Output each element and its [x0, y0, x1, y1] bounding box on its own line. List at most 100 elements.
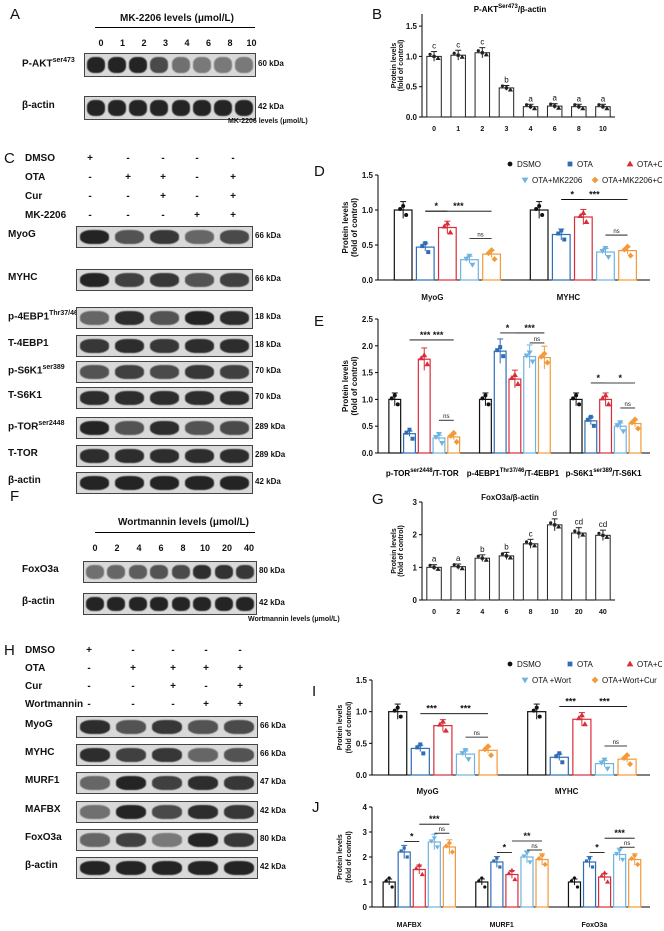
legend-label: DSMO [517, 660, 541, 669]
dose-label: 1 [119, 38, 125, 48]
data-point [480, 51, 484, 55]
data-point [577, 213, 584, 218]
treatment-sign: - [231, 153, 235, 164]
significance-label: ns [613, 740, 619, 746]
treatment-label: Wortmannin [25, 699, 84, 710]
significance-label: ns [613, 229, 619, 235]
data-point [509, 867, 515, 873]
bar [393, 209, 413, 281]
data-point [423, 241, 428, 246]
group-label: MYHC [557, 293, 581, 302]
data-point [405, 855, 409, 859]
data-point [415, 745, 420, 750]
data-point [480, 876, 484, 880]
blot-strip [76, 445, 253, 467]
data-point [500, 552, 505, 556]
data-point [562, 237, 567, 242]
data-point [627, 252, 634, 259]
data-point [485, 743, 492, 750]
kda-marker: 42 kDa [255, 477, 281, 486]
blot-strip [76, 801, 258, 823]
data-point [635, 425, 642, 432]
significance-letter: a [601, 94, 606, 103]
significance-label: * [503, 843, 507, 853]
blot-row-label: p-TORser2448 [8, 420, 65, 433]
bar [450, 54, 466, 118]
group-label: MyoG [421, 293, 443, 302]
significance-letter: c [529, 529, 533, 538]
bar [478, 749, 498, 776]
data-point [529, 359, 536, 365]
data-point [521, 677, 529, 684]
data-point [514, 381, 521, 387]
blot-row-label: MyoG [8, 229, 36, 240]
significance-label: *** [426, 704, 437, 714]
bar [498, 87, 515, 118]
blot-band [107, 57, 126, 73]
x-axis-label: MK-2206 levels (μmol/L) [228, 118, 308, 125]
bar [478, 398, 492, 454]
blot-band [223, 861, 255, 875]
data-point [540, 213, 545, 217]
kda-marker: 47 kDa [260, 777, 286, 786]
y-tick-label: 1.5 [362, 171, 374, 180]
y-tick-label: 4 [363, 803, 368, 812]
panel-letter-d: D [314, 163, 325, 180]
significance-letter: a [577, 94, 582, 103]
bar [417, 358, 431, 454]
significance-label: ns [474, 731, 480, 737]
x-tick-label: 3 [504, 126, 508, 133]
treatment-sign: - [131, 645, 135, 656]
significance-letter: b [504, 542, 509, 551]
blot-band [187, 861, 219, 875]
significance-label: ns [439, 827, 445, 833]
bar [618, 249, 638, 281]
data-point [556, 105, 562, 110]
data-point [629, 419, 636, 426]
data-point [597, 531, 601, 535]
y-axis-label: Protein levels [337, 705, 344, 751]
data-point [537, 714, 542, 719]
data-point [534, 207, 539, 211]
chart-e: 0.0 0.5 1.0 1.5 2.0 2.5 Protein levels (fold of… [341, 315, 650, 478]
blot-band [107, 100, 126, 116]
treatment-sign: - [171, 645, 175, 656]
treatment-sign: - [131, 681, 135, 692]
data-point [428, 563, 432, 567]
data-point [469, 262, 476, 268]
data-point [581, 721, 588, 727]
data-point [483, 393, 488, 398]
data-point [577, 402, 582, 407]
y-tick-label: 0.5 [406, 83, 418, 92]
blot-strip [76, 417, 253, 439]
bar [388, 398, 402, 454]
significance-letter: c [480, 38, 484, 47]
blot-band [128, 597, 147, 611]
data-point [492, 859, 496, 863]
y-tick-label: 0.5 [362, 241, 374, 250]
blot-band [193, 597, 212, 611]
data-point [477, 879, 481, 883]
chart-i: DSMO OTA OTA+Cur OTA +Wort OTA+Wort+Cur 0.0 0.… [337, 660, 662, 796]
blot-band [149, 230, 180, 244]
data-point [632, 852, 638, 859]
blot-band [86, 57, 105, 73]
data-point [629, 855, 635, 862]
data-point [602, 392, 609, 398]
bar [450, 566, 466, 601]
data-point [410, 436, 415, 441]
data-point [419, 871, 425, 877]
blot-band [79, 273, 110, 287]
treatment-sign: - [87, 699, 91, 710]
data-point [553, 523, 557, 527]
bar [567, 881, 582, 908]
data-point [482, 746, 489, 753]
blot-band [79, 365, 110, 379]
data-point [438, 440, 445, 446]
data-point [432, 54, 436, 59]
significance-label: ** [523, 831, 531, 841]
treatment-sign: + [170, 663, 176, 674]
significance-letter: a [432, 555, 437, 564]
blot-band [79, 833, 111, 847]
data-point [435, 566, 441, 571]
